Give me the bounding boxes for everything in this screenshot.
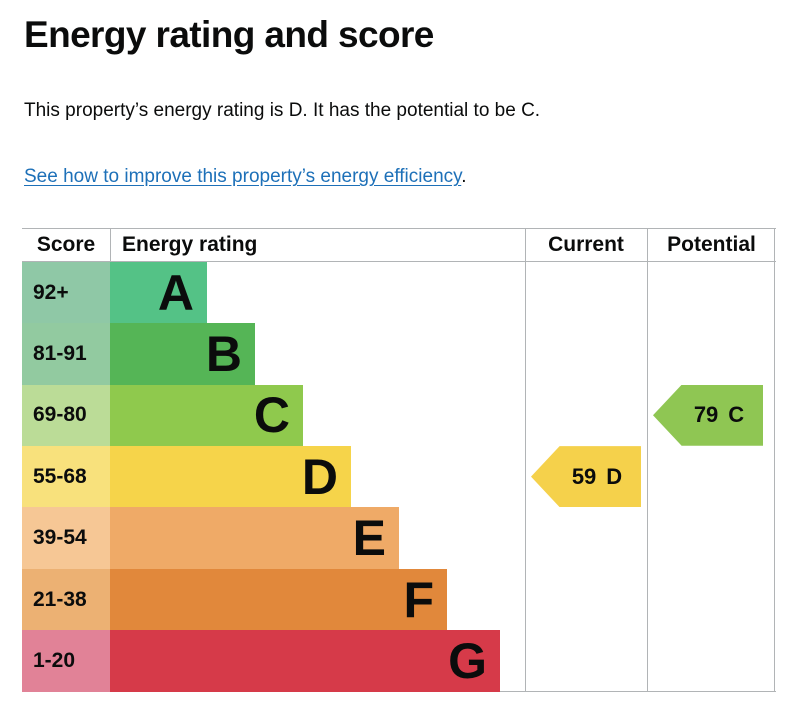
grade-bar-b: B	[110, 323, 255, 385]
grade-bar-f: F	[110, 568, 447, 631]
column-header-potential: Potential	[667, 232, 756, 256]
rating-bands: 92+ A 81-91 B 69-80 C 55-68 D 39-54 E 21-38 F 1-20 G	[22, 261, 776, 692]
score-range-e: 39-54	[22, 507, 110, 569]
score-range-d: 55-68	[22, 446, 110, 508]
grade-bar-c: C	[110, 384, 303, 447]
chart-header-row: Score Energy rating Current Potential	[22, 229, 776, 262]
column-divider-potential	[647, 228, 648, 691]
column-header-score: Score	[36, 232, 96, 256]
column-header-current: Current	[548, 232, 624, 256]
score-range-f: 21-38	[22, 568, 110, 631]
potential-rating-grade: C	[728, 402, 745, 428]
band-row-c: 69-80 C	[22, 384, 776, 447]
link-suffix: .	[461, 166, 467, 188]
grade-bar-g: G	[110, 630, 500, 692]
score-range-g: 1-20	[22, 630, 110, 692]
band-row-g: 1-20 G	[22, 630, 776, 692]
column-divider-current	[525, 228, 526, 691]
potential-rating-value: 79	[693, 402, 719, 428]
current-rating-value: 59	[571, 463, 597, 489]
band-row-e: 39-54 E	[22, 507, 776, 569]
score-range-b: 81-91	[22, 323, 110, 385]
improve-link-line: See how to improve this property’s energ…	[24, 165, 776, 190]
grade-bar-e: E	[110, 507, 399, 569]
chart-right-border	[774, 228, 775, 691]
band-row-f: 21-38 F	[22, 568, 776, 631]
summary-text: This property’s energy rating is D. It h…	[24, 99, 541, 121]
band-row-b: 81-91 B	[22, 323, 776, 385]
column-header-energy-rating: Energy rating	[122, 232, 258, 256]
epc-rating-chart: Score Energy rating Current Potential 92…	[22, 227, 776, 692]
grade-bar-a: A	[110, 261, 207, 324]
current-rating-grade: D	[606, 463, 623, 489]
band-row-a: 92+ A	[22, 261, 776, 324]
band-row-d: 55-68 D	[22, 446, 776, 508]
score-range-c: 69-80	[22, 384, 110, 447]
improve-efficiency-link[interactable]: See how to improve this property’s energ…	[24, 166, 462, 188]
grade-bar-d: D	[110, 446, 351, 508]
page-title: Energy rating and score	[24, 14, 434, 55]
score-range-a: 92+	[22, 261, 110, 324]
